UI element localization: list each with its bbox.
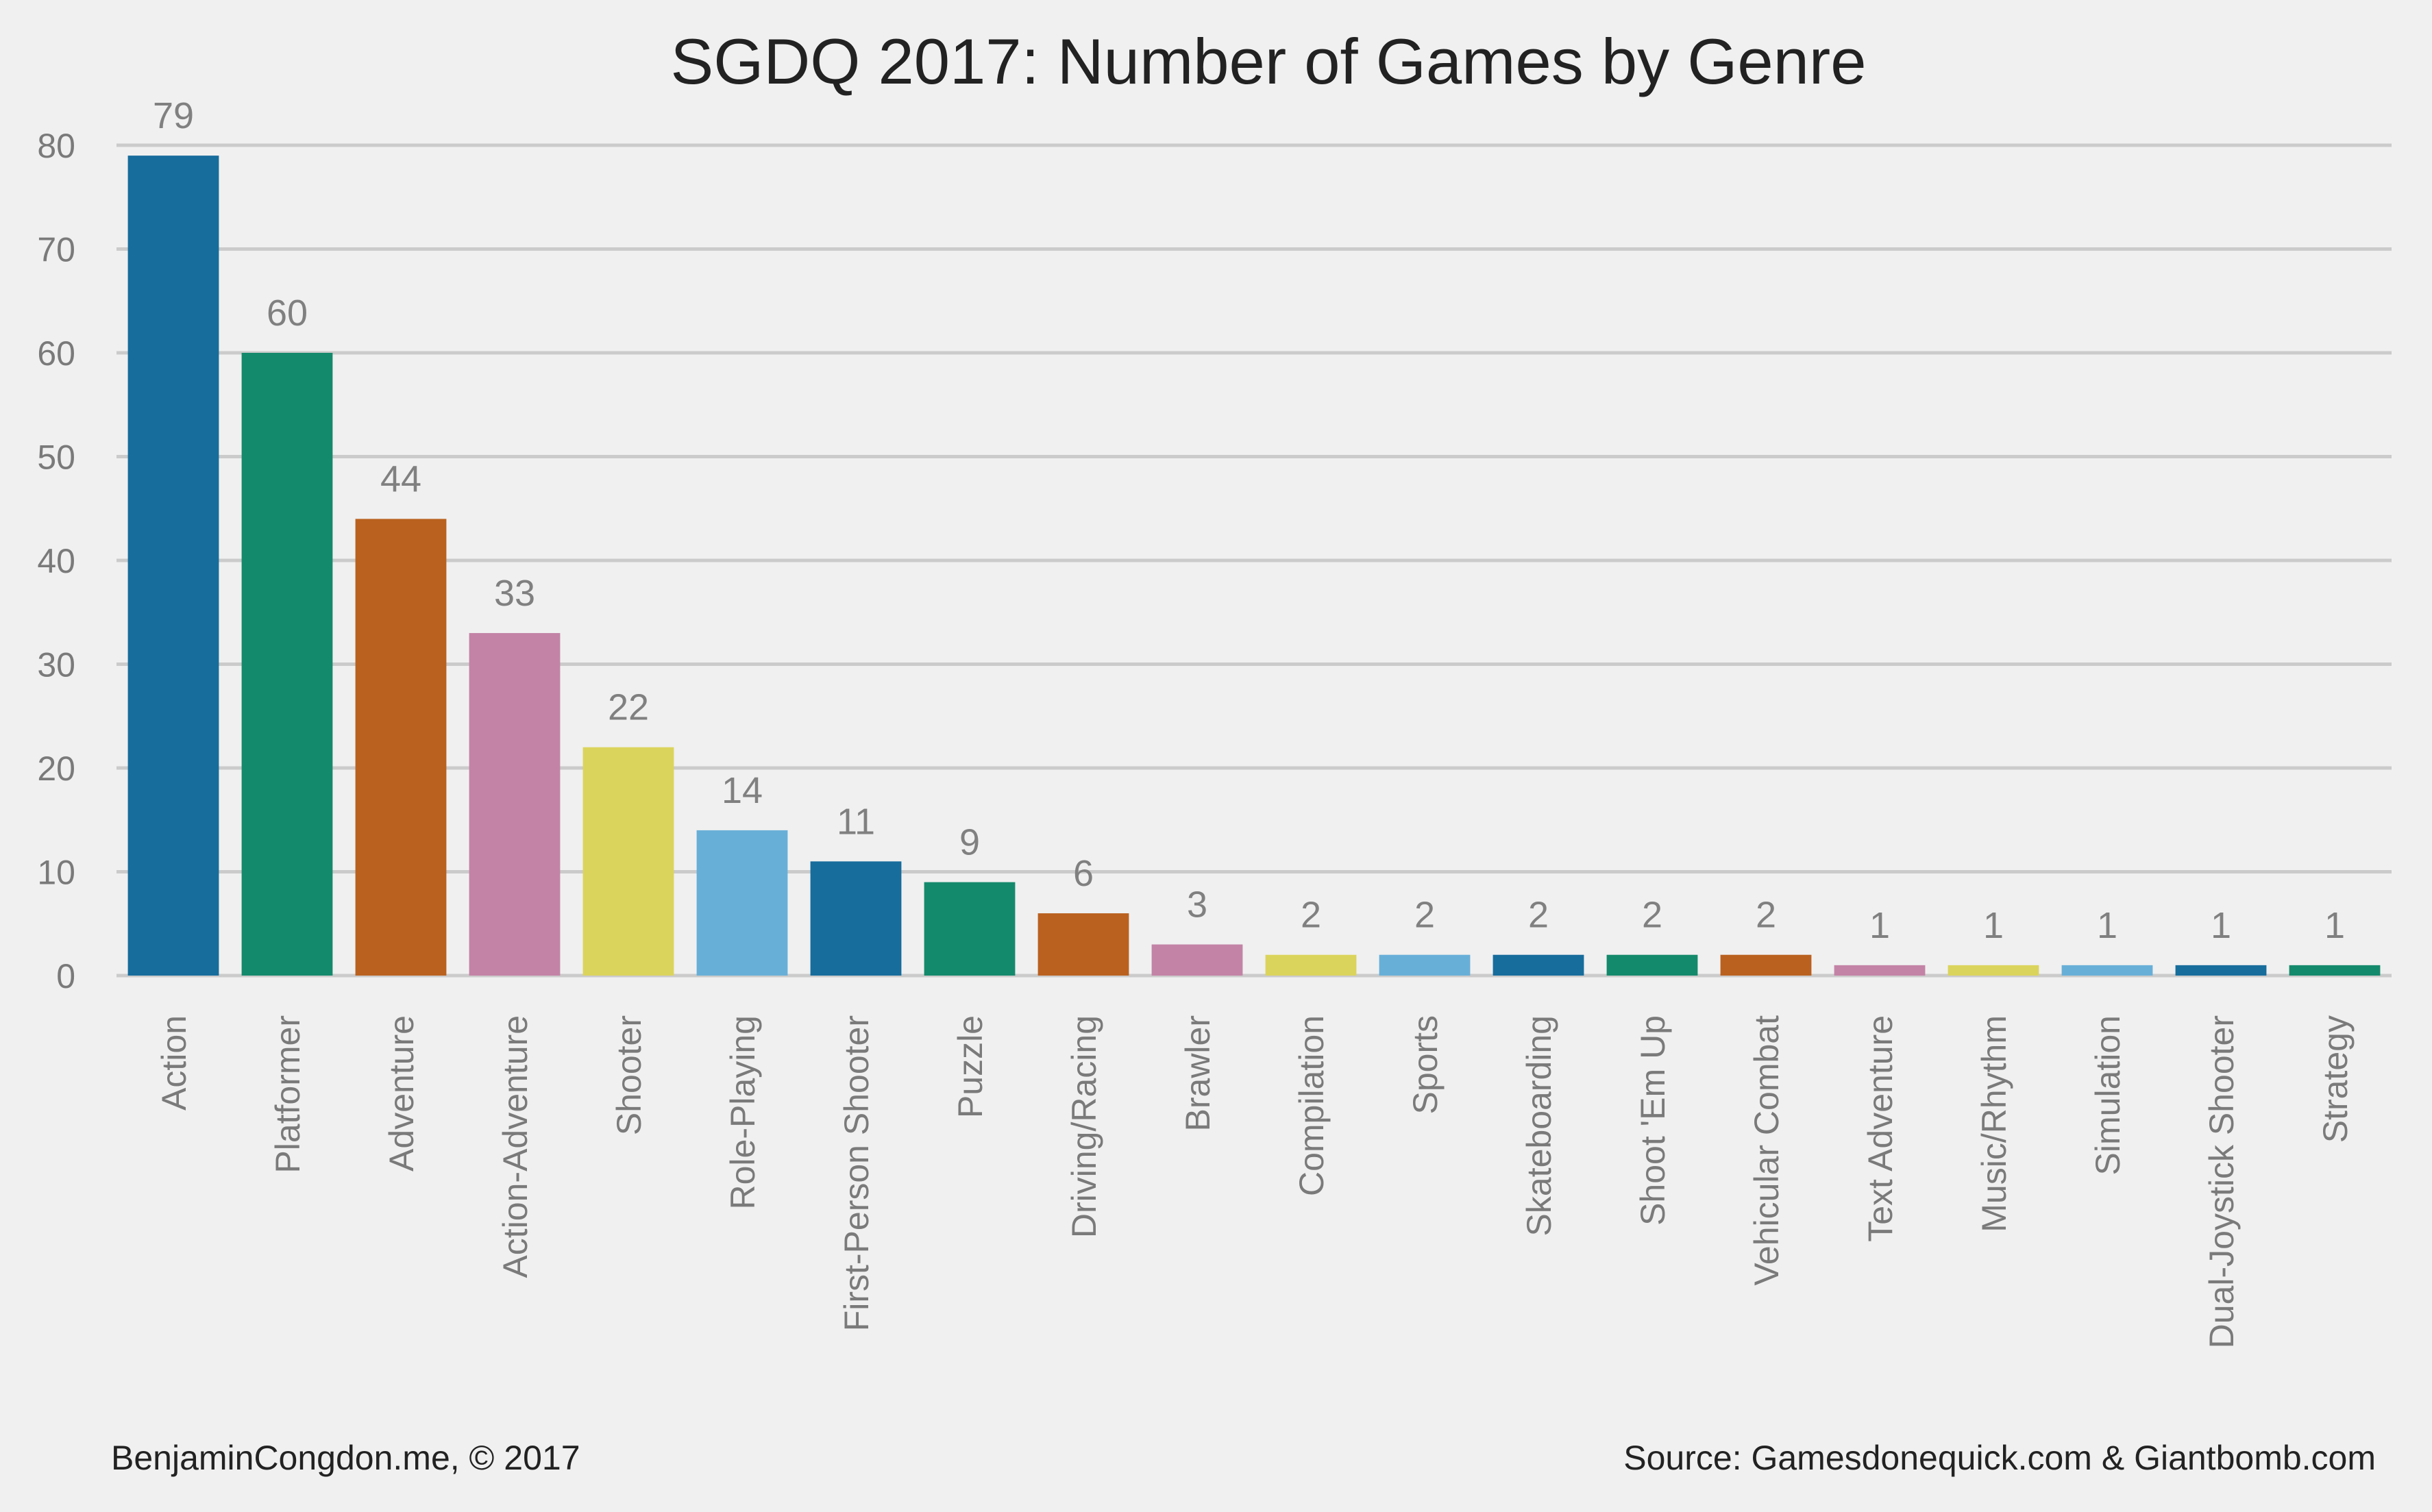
value-label-platformer: 60	[267, 293, 308, 334]
y-tick-label-50: 50	[37, 438, 75, 477]
value-label-text-adventure: 1	[1869, 905, 1890, 946]
gridlines	[116, 143, 2392, 978]
bar-skateboarding	[1493, 954, 1584, 976]
x-tick-label-compilation: Compilation	[1292, 1015, 1331, 1196]
bar-action	[127, 156, 219, 976]
bar-text-adventure	[1834, 965, 1926, 976]
value-label-driving-racing: 6	[1073, 853, 1094, 894]
x-axis-ticks: Action Platformer Adventure Action-Adventur…	[155, 1015, 2355, 1348]
value-label-strategy: 1	[2324, 905, 2345, 946]
x-tick-label-role-playing: Role-Playing	[724, 1015, 762, 1209]
x-tick-label-vehicular-combat: Vehicular Combat	[1747, 1015, 1786, 1286]
chart-title: SGDQ 2017: Number of Games by Genre	[671, 25, 1867, 97]
x-tick-label-shooter: Shooter	[610, 1015, 648, 1135]
bar-simulation	[2061, 965, 2153, 976]
x-tick-label-dual-joystick-shooter: Dual-Joystick Shooter	[2202, 1015, 2241, 1348]
y-tick-label-40: 40	[37, 542, 75, 580]
value-label-adventure: 44	[380, 458, 421, 499]
y-tick-label-20: 20	[37, 749, 75, 788]
bar-shoot-em-up	[1606, 954, 1698, 976]
value-label-first-person-shooter: 11	[837, 801, 875, 842]
bar-vehicular-combat	[1720, 954, 1812, 976]
value-label-vehicular-combat: 2	[1756, 895, 1776, 936]
value-label-skateboarding: 2	[1528, 895, 1549, 936]
bar-compilation	[1265, 954, 1357, 976]
bar-first-person-shooter	[810, 861, 902, 976]
bar-action-adventure	[469, 633, 561, 976]
x-tick-label-puzzle: Puzzle	[951, 1015, 990, 1118]
y-tick-label-0: 0	[56, 957, 75, 995]
bar-sports	[1379, 954, 1471, 976]
x-tick-label-driving-racing: Driving/Racing	[1065, 1015, 1103, 1238]
value-label-action-adventure: 33	[494, 573, 535, 614]
footer-source: Source: Gamesdonequick.com & Giantbomb.c…	[1623, 1439, 2376, 1477]
value-label-shooter: 22	[608, 687, 649, 728]
y-tick-label-80: 80	[37, 127, 75, 165]
value-label-compilation: 2	[1301, 895, 1321, 936]
value-label-action: 79	[153, 95, 194, 136]
x-tick-label-simulation: Simulation	[2089, 1015, 2127, 1175]
bar-brawler	[1151, 944, 1243, 976]
x-tick-label-brawler: Brawler	[1179, 1015, 1217, 1131]
x-tick-label-action: Action	[155, 1015, 193, 1111]
bar-dual-joystick-shooter	[2175, 965, 2267, 976]
x-tick-label-skateboarding: Skateboarding	[1520, 1015, 1558, 1236]
value-label-puzzle: 9	[959, 822, 980, 863]
bar-platformer	[241, 353, 333, 976]
x-tick-label-text-adventure: Text Adventure	[1861, 1015, 1900, 1242]
x-tick-label-platformer: Platformer	[269, 1015, 307, 1174]
value-label-sports: 2	[1414, 895, 1435, 936]
value-label-role-playing: 14	[722, 770, 763, 811]
x-tick-label-action-adventure: Action-Adventure	[496, 1015, 535, 1278]
value-label-music-rhythm: 1	[1983, 905, 2004, 946]
y-tick-label-30: 30	[37, 646, 75, 684]
x-tick-label-shoot-em-up: Shoot 'Em Up	[1634, 1015, 1672, 1226]
bar-adventure	[355, 519, 447, 976]
bars	[127, 156, 2381, 976]
value-label-simulation: 1	[2097, 905, 2117, 946]
x-tick-label-music-rhythm: Music/Rhythm	[1975, 1015, 2013, 1232]
bar-shooter	[582, 747, 674, 976]
bar-driving-racing	[1037, 913, 1129, 976]
bar-puzzle	[924, 882, 1016, 976]
value-label-shoot-em-up: 2	[1642, 895, 1662, 936]
y-tick-label-70: 70	[37, 231, 75, 269]
bar-strategy	[2289, 965, 2381, 976]
value-label-dual-joystick-shooter: 1	[2211, 905, 2231, 946]
x-tick-label-first-person-shooter: First-Person Shooter	[837, 1015, 876, 1331]
bar-music-rhythm	[1948, 965, 2039, 976]
x-tick-label-sports: Sports	[1406, 1015, 1445, 1115]
x-tick-label-strategy: Strategy	[2316, 1015, 2355, 1143]
bar-role-playing	[696, 830, 788, 976]
x-tick-label-adventure: Adventure	[382, 1015, 421, 1172]
footer-credit: BenjaminCongdon.me, © 2017	[111, 1439, 580, 1477]
y-tick-label-60: 60	[37, 334, 75, 373]
value-label-brawler: 3	[1187, 884, 1207, 926]
y-tick-label-10: 10	[37, 854, 75, 892]
y-axis-ticks: 0 10 20 30 40 50 60 70 80	[37, 127, 75, 995]
